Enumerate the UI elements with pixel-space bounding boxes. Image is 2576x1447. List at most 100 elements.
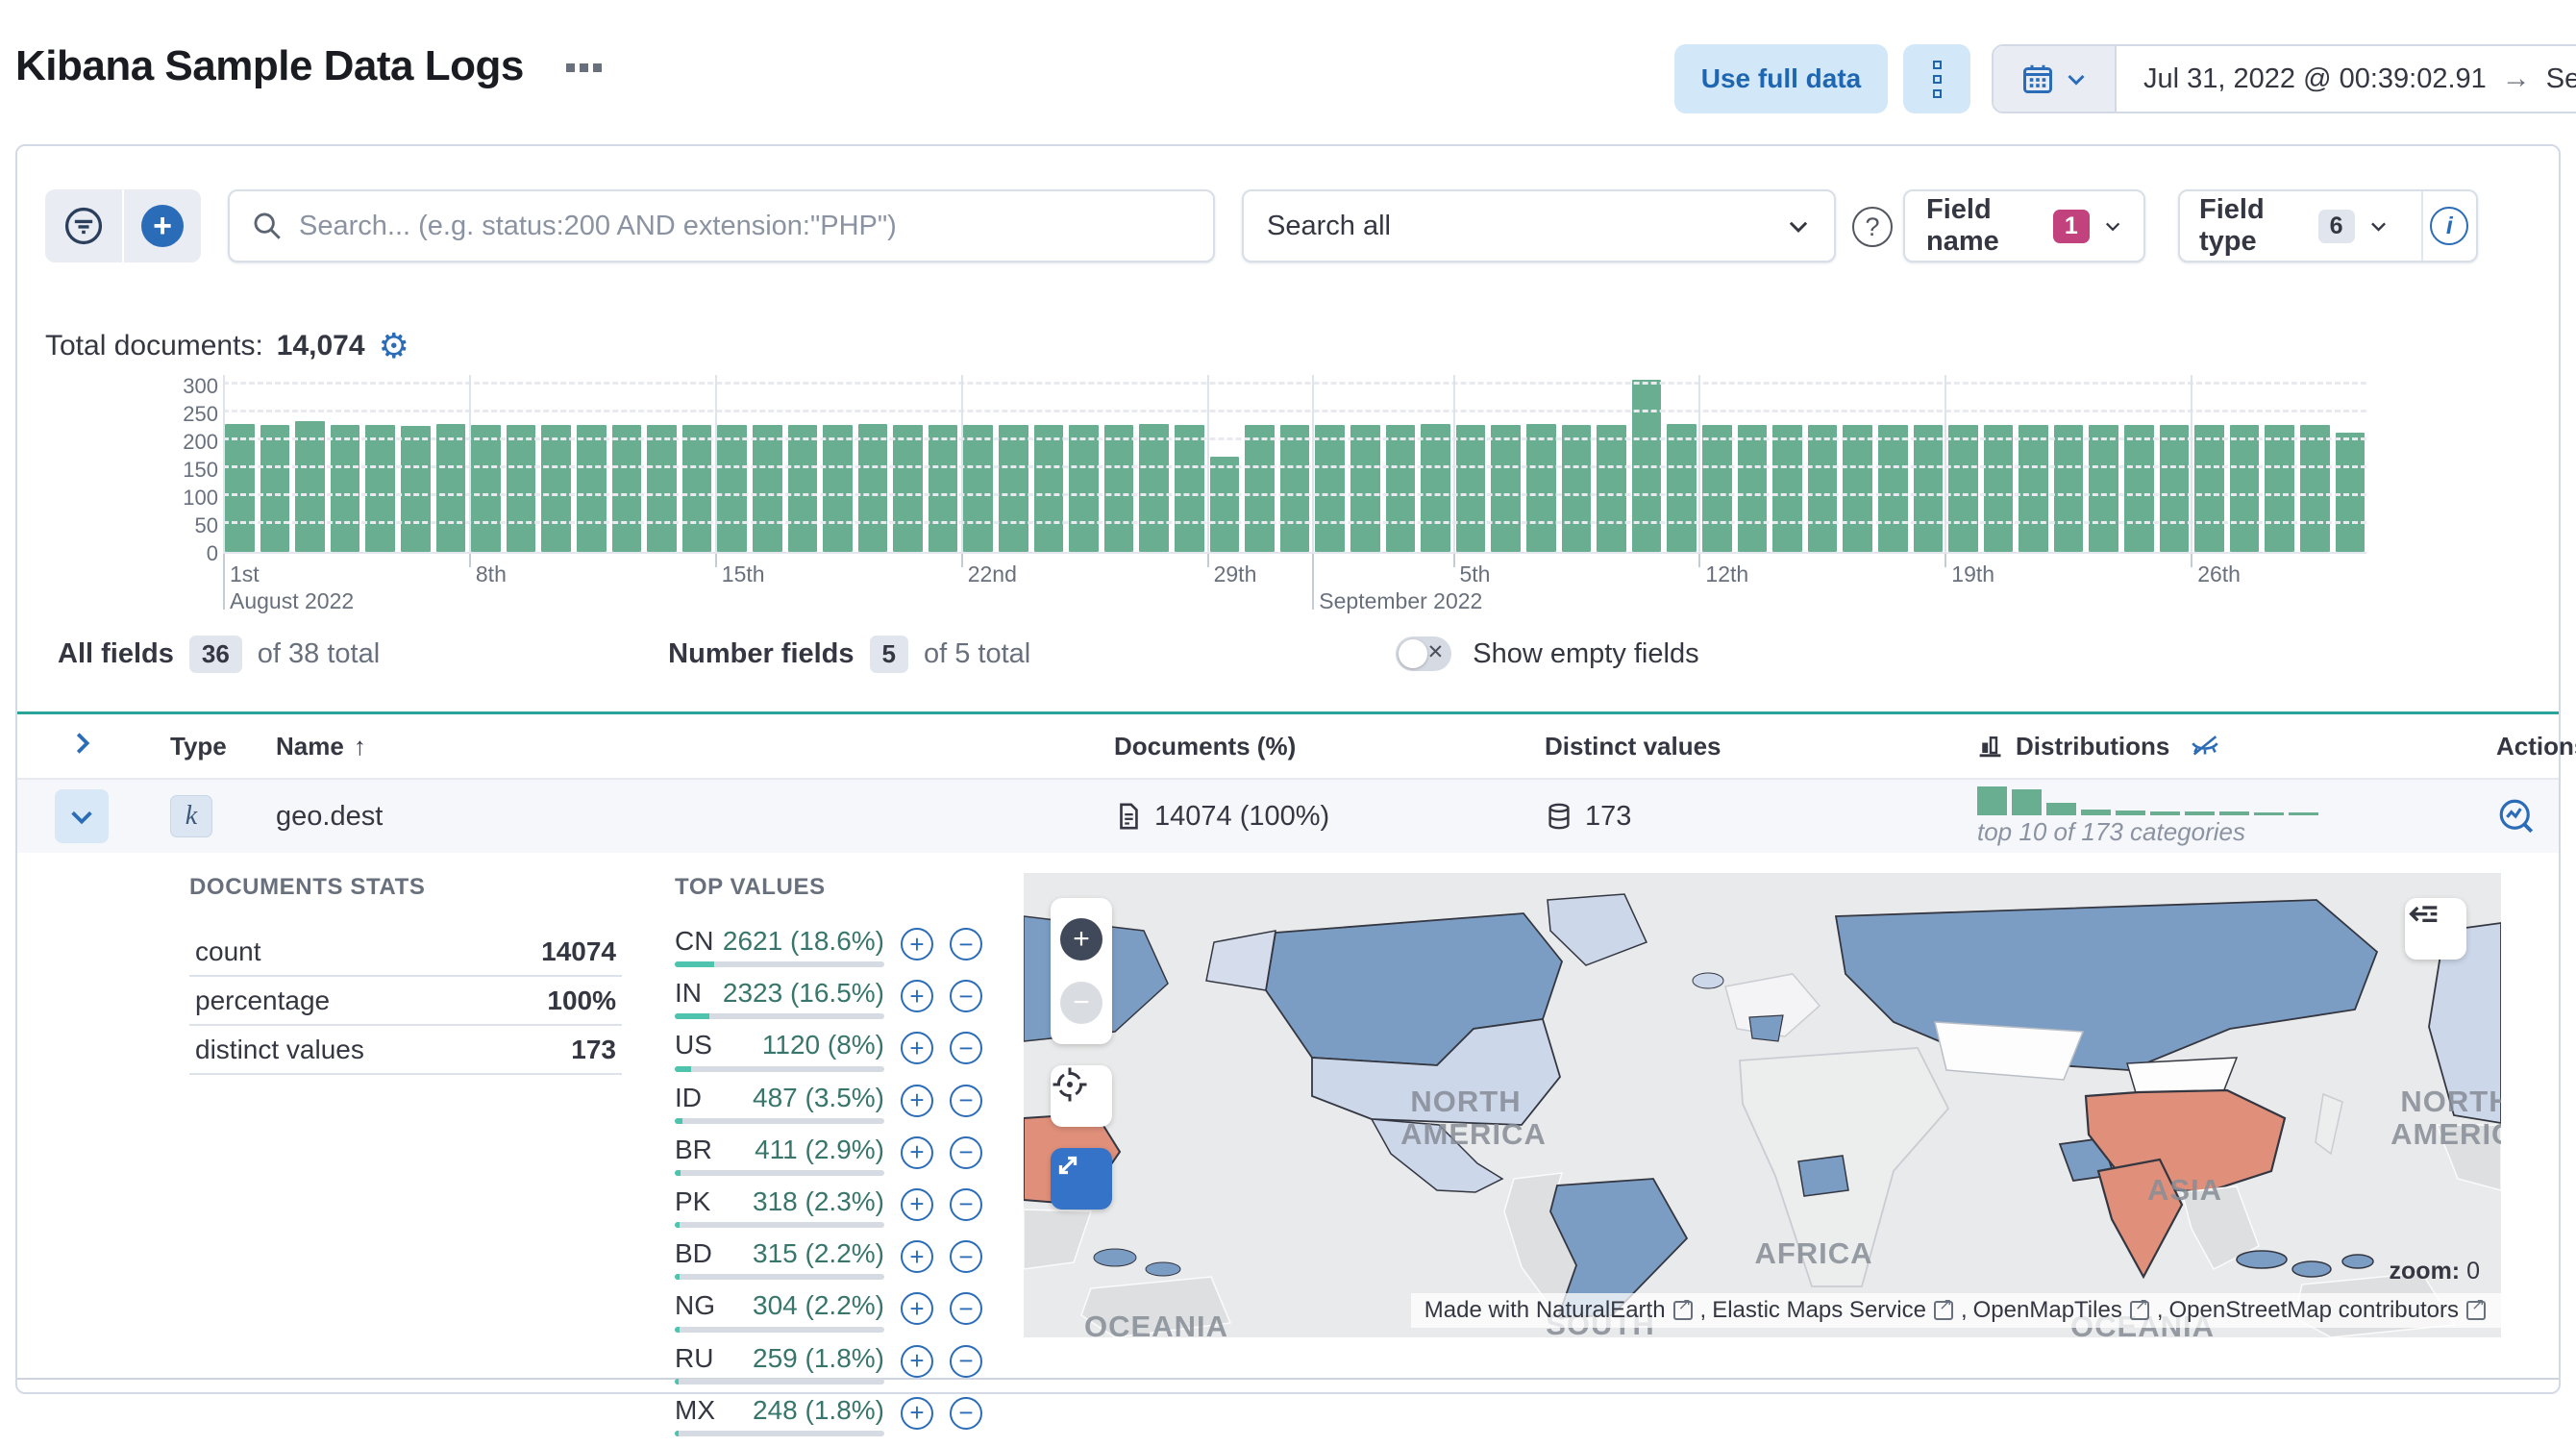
histogram-bar[interactable] <box>893 424 923 552</box>
filter-for-value-button[interactable]: + <box>901 1240 933 1274</box>
histogram-bar[interactable] <box>1983 424 2014 552</box>
column-header-distinct[interactable]: Distinct values <box>1545 731 1721 761</box>
histogram-bar[interactable] <box>963 424 994 552</box>
histogram-bar[interactable] <box>787 424 818 552</box>
histogram-bar[interactable] <box>857 424 888 552</box>
filter-out-value-button[interactable]: − <box>950 1396 982 1430</box>
eye-closed-icon[interactable] <box>2189 730 2221 762</box>
histogram-bar[interactable] <box>1315 424 1345 552</box>
histogram-bar[interactable] <box>2159 424 2190 552</box>
histogram-bar[interactable] <box>1597 424 1626 552</box>
histogram-bar[interactable] <box>1843 424 1872 552</box>
histogram-bar[interactable] <box>2019 424 2048 552</box>
histogram-bar[interactable] <box>1491 425 1521 552</box>
field-row-geo-dest[interactable]: k geo.dest 14074 (100%) 173 top 10 of 17… <box>17 778 2559 853</box>
histogram-bar[interactable] <box>1103 425 1134 552</box>
histogram-bar[interactable] <box>1667 424 1697 552</box>
histogram-bar[interactable] <box>1701 424 1732 552</box>
histogram-bar[interactable] <box>1209 457 1240 552</box>
histogram-bar[interactable] <box>823 425 853 552</box>
histogram-bar[interactable] <box>435 424 466 552</box>
filter-out-value-button[interactable]: − <box>950 1187 982 1221</box>
histogram-bar[interactable] <box>2300 424 2330 552</box>
filter-out-value-button[interactable]: − <box>950 1344 982 1378</box>
histogram-bar[interactable] <box>506 424 536 552</box>
histogram-bar[interactable] <box>2194 424 2224 552</box>
histogram-bar[interactable] <box>611 424 642 552</box>
histogram-bar[interactable] <box>1279 424 1310 552</box>
histogram-bar[interactable] <box>225 424 255 552</box>
filter-out-value-button[interactable]: − <box>950 1032 982 1065</box>
filter-for-value-button[interactable]: + <box>901 928 933 961</box>
histogram-bar[interactable] <box>1033 424 1064 552</box>
filter-out-value-button[interactable]: − <box>950 980 982 1013</box>
histogram-bar[interactable] <box>2229 424 2260 552</box>
map-zoom-in-button[interactable]: + <box>1060 918 1102 961</box>
date-range-text[interactable]: Jul 31, 2022 @ 00:39:02.91 → Sep <box>2117 46 2576 112</box>
expand-all-chevron[interactable] <box>67 729 96 764</box>
histogram-plot[interactable] <box>223 375 2366 554</box>
histogram-bar[interactable] <box>1525 424 1556 552</box>
histogram-bar[interactable] <box>1245 424 1275 552</box>
histogram-bar[interactable] <box>1737 424 1768 552</box>
histogram-bar[interactable] <box>1385 425 1416 552</box>
field-name[interactable]: geo.dest <box>276 800 384 832</box>
histogram-bar[interactable] <box>1069 424 1099 552</box>
histogram-bar[interactable] <box>576 424 607 552</box>
histogram-bar[interactable] <box>1139 424 1170 552</box>
date-picker[interactable]: Jul 31, 2022 @ 00:39:02.91 → Sep <box>1992 44 2576 113</box>
filter-for-value-button[interactable]: + <box>901 1187 933 1221</box>
field-type-info-button[interactable]: i <box>2420 191 2476 261</box>
histogram-bar[interactable] <box>1807 424 1838 552</box>
histogram-bar[interactable] <box>295 421 325 552</box>
search-input[interactable] <box>299 210 1192 242</box>
filter-out-value-button[interactable]: − <box>950 1084 982 1117</box>
filter-out-value-button[interactable]: − <box>950 928 982 961</box>
filter-out-value-button[interactable]: − <box>950 1135 982 1169</box>
histogram-bar[interactable] <box>1772 424 1802 552</box>
histogram-bar[interactable] <box>330 424 360 552</box>
map-legend-button[interactable] <box>2405 898 2466 960</box>
geo-map[interactable]: NORTHAMERICAASIAAFRICASOUTHOCEANIAOCEANI… <box>1024 873 2501 1337</box>
histogram-bar[interactable] <box>1561 424 1592 552</box>
attribution-link[interactable]: OpenMapTiles <box>1972 1297 2122 1323</box>
filter-for-value-button[interactable]: + <box>901 1344 933 1378</box>
histogram-bar[interactable] <box>471 424 501 552</box>
add-filter-button[interactable]: + <box>122 189 201 262</box>
histogram-bar[interactable] <box>647 424 677 552</box>
histogram-bar[interactable] <box>1455 424 1486 552</box>
histogram-bar[interactable] <box>1913 424 1944 552</box>
histogram-bar[interactable] <box>365 424 395 552</box>
histogram-bar[interactable] <box>2335 433 2365 552</box>
histogram-bar[interactable] <box>260 425 290 552</box>
calendar-dropdown[interactable] <box>1994 46 2117 112</box>
filter-for-value-button[interactable]: + <box>901 1032 933 1065</box>
attribution-link[interactable]: OpenStreetMap contributors <box>2168 1297 2460 1323</box>
help-button[interactable]: ? <box>1852 207 1893 247</box>
column-header-type[interactable]: Type <box>170 731 227 761</box>
field-name-filter-button[interactable]: Field name 1 <box>1903 189 2145 262</box>
tab-number-fields[interactable]: Number fields <box>668 637 855 669</box>
histogram-bar[interactable] <box>2053 424 2084 552</box>
histogram-bar[interactable] <box>1948 424 1978 552</box>
filter-for-value-button[interactable]: + <box>901 1084 933 1117</box>
histogram-bar[interactable] <box>400 425 431 552</box>
histogram-bar[interactable] <box>752 424 782 552</box>
histogram-bar[interactable] <box>1350 424 1380 552</box>
histogram-bar[interactable] <box>1877 424 1908 552</box>
attribution-link[interactable]: Made with NaturalEarth <box>1424 1297 1666 1323</box>
tab-all-fields[interactable]: All fields <box>58 637 174 669</box>
column-header-documents[interactable]: Documents (%) <box>1114 731 1297 761</box>
histogram-bar[interactable] <box>928 424 958 552</box>
histogram-bar[interactable] <box>541 424 571 552</box>
attribution-link[interactable]: Elastic Maps Service <box>1712 1297 1926 1323</box>
collapse-row-chevron[interactable] <box>54 789 109 843</box>
search-all-select[interactable]: Search all <box>1242 189 1836 262</box>
filter-for-value-button[interactable]: + <box>901 1292 933 1326</box>
histogram-bar[interactable] <box>999 424 1028 552</box>
histogram-bar[interactable] <box>2265 424 2295 552</box>
histogram-bar[interactable] <box>1421 424 1450 552</box>
filter-for-value-button[interactable]: + <box>901 1396 933 1430</box>
histogram-bar[interactable] <box>717 424 747 552</box>
column-header-name[interactable]: Name ↑ <box>276 731 366 761</box>
